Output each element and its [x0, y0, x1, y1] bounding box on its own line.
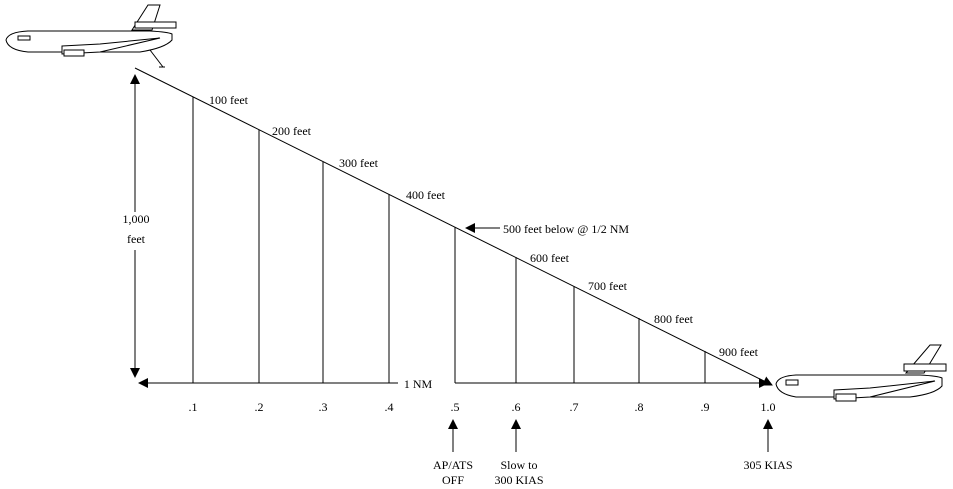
distance-tick-label: .9 — [701, 400, 710, 414]
distance-tick-label: .4 — [385, 400, 394, 414]
distance-tick-label: 1.0 — [761, 400, 776, 414]
distance-tick-label: .1 — [189, 400, 198, 414]
distance-tick-label: .6 — [512, 400, 521, 414]
altitude-label: 900 feet — [719, 345, 759, 359]
distance-tick-label: .2 — [255, 400, 264, 414]
distance-tick-label: .3 — [319, 400, 328, 414]
slow-label-line1: Slow to — [500, 458, 537, 472]
altitude-label: 400 feet — [406, 188, 446, 202]
distance-tick-label: .8 — [635, 400, 644, 414]
altitude-label: 200 feet — [272, 124, 312, 138]
descent-path-line — [134, 67, 773, 386]
separation-lines — [192, 97, 706, 383]
distance-tick-label: .5 — [451, 400, 460, 414]
horizontal-span-label: 1 NM — [404, 377, 433, 391]
slow-label-line2: 300 KIAS — [494, 473, 543, 487]
altitude-label: 300 feet — [339, 156, 379, 170]
receiver-aircraft-icon — [775, 344, 947, 402]
ap-ats-label-line2: OFF — [442, 473, 464, 487]
tanker-aircraft-icon — [5, 4, 177, 68]
midpoint-callout-label: 500 feet below @ 1/2 NM — [503, 222, 629, 236]
altitude-label: 100 feet — [209, 93, 249, 107]
altitude-label: 700 feet — [588, 279, 628, 293]
kias-label: 305 KIAS — [743, 458, 792, 472]
vertical-span-label-line1: 1,000 — [123, 212, 150, 226]
altitude-label: 600 feet — [530, 251, 570, 265]
altitude-label: 800 feet — [654, 312, 694, 326]
vertical-span-label-line2: feet — [127, 232, 146, 246]
distance-tick-label: .7 — [570, 400, 579, 414]
ap-ats-label-line1: AP/ATS — [433, 458, 473, 472]
